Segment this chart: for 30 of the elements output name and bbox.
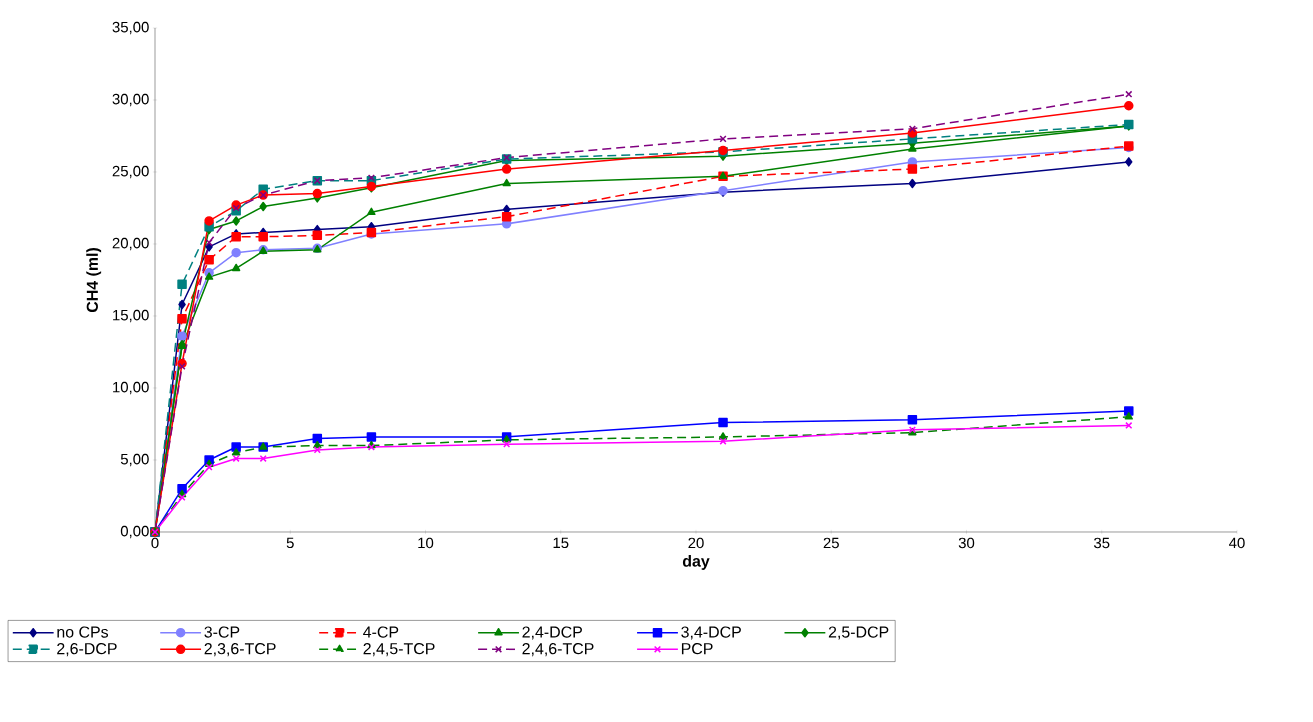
y-tick-label: 35,00 — [112, 21, 149, 35]
y-tick-label: 0,00 — [120, 525, 149, 539]
y-tick-label: 10,00 — [113, 381, 149, 395]
x-tick-label: 40 — [1229, 537, 1245, 549]
legend-label: no CPs — [57, 626, 109, 638]
legend-label: 2,6-DCP — [57, 643, 117, 657]
legend-label: 2,5-DCP — [828, 626, 889, 640]
x-tick-label: 10 — [418, 537, 434, 549]
legend-label: 2,3,6-TCP — [204, 643, 276, 657]
y-tick-label: 20,00 — [112, 237, 149, 251]
y-tick-label: 25,00 — [112, 165, 149, 179]
legend-label: 4-CP — [363, 626, 399, 638]
x-tick-label: 5 — [286, 537, 294, 549]
x-axis-title: day — [682, 555, 710, 570]
legend-label: 3,4-DCP — [681, 626, 741, 640]
y-tick-label: 5,00 — [120, 453, 149, 467]
y-tick-label: 30,00 — [112, 93, 149, 107]
legend-label: 2,4,5-TCP — [363, 643, 435, 657]
x-tick-label: 35 — [1093, 537, 1110, 549]
x-tick-label: 0 — [151, 537, 159, 549]
x-tick-label: 30 — [958, 537, 975, 549]
legend-label: 3-CP — [204, 626, 240, 638]
legend-label: 2,4,6-TCP — [522, 643, 594, 657]
y-tick-label: 15,00 — [113, 309, 149, 323]
x-tick-label: 25 — [823, 537, 839, 549]
x-tick-label: 15 — [553, 537, 569, 549]
legend-label: 2,4-DCP — [522, 626, 582, 640]
legend-label: PCP — [681, 643, 713, 655]
y-axis-title: CH4 (ml) — [86, 248, 102, 313]
x-tick-label: 20 — [688, 537, 704, 549]
